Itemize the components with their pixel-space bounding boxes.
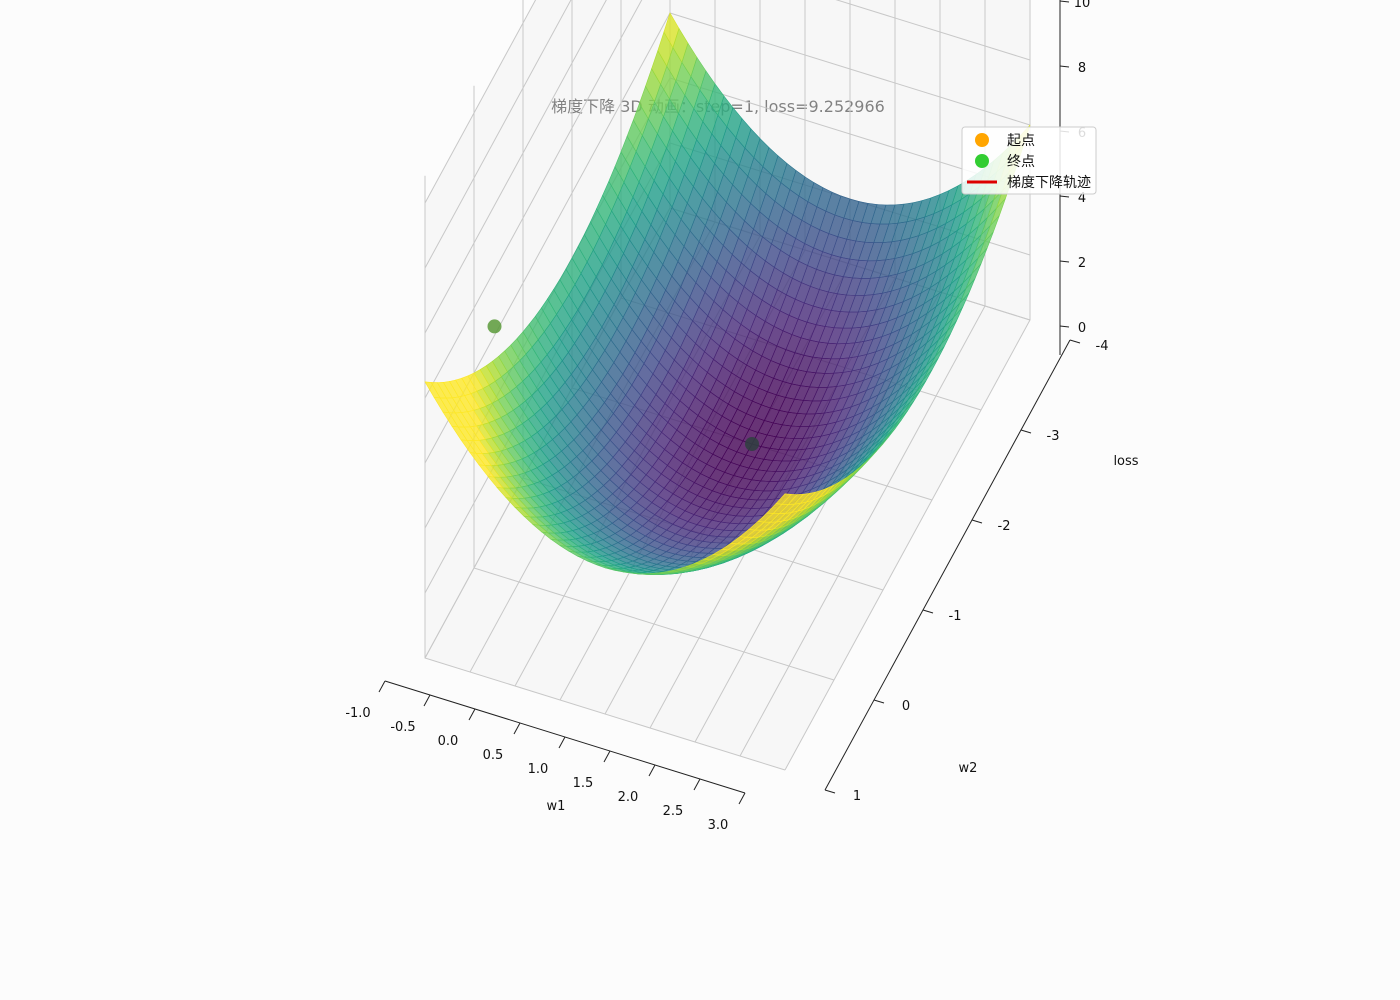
legend-label-start: 起点	[1007, 133, 1035, 149]
x-tick-mark	[468, 708, 476, 721]
y-tick-label: -1	[949, 609, 962, 624]
legend: 起点 终点 梯度下降轨迹	[961, 126, 1097, 195]
legend-label-trajectory: 梯度下降轨迹	[1007, 175, 1091, 191]
z-tick-mark	[1059, 0, 1070, 3]
x-tick-label: -0.5	[390, 720, 415, 735]
grid-line-z	[424, 0, 607, 334]
point-start	[487, 319, 502, 334]
z-tick-label: 10	[1074, 0, 1091, 11]
trajectory-points	[487, 319, 759, 451]
x-tick-mark	[693, 778, 701, 791]
z-tick-mark	[1059, 65, 1070, 68]
x-tick-mark	[423, 694, 431, 707]
z-axis-label: loss	[1113, 454, 1138, 469]
y-tick-mark	[824, 789, 836, 794]
y-tick-mark	[922, 609, 934, 614]
x-tick-mark	[648, 764, 656, 777]
x-tick-mark	[513, 722, 521, 735]
x-tick-mark	[558, 736, 566, 749]
z-tick-mark	[1059, 195, 1070, 198]
legend-item-end: 终点	[975, 154, 1035, 170]
z-tick-label: 0	[1078, 321, 1086, 336]
legend-marker-end	[975, 154, 989, 168]
x-tick-label: 1.0	[528, 762, 549, 777]
z-tick-mark	[1059, 260, 1070, 263]
x-tick-label: 3.0	[708, 818, 729, 833]
y-tick-mark	[873, 699, 885, 704]
y-tick-mark	[1020, 429, 1032, 434]
grid-line-z	[424, 0, 537, 204]
z-tick-mark	[1059, 325, 1070, 328]
z-tick-label: 4	[1078, 191, 1086, 206]
y-axis-line	[824, 339, 1071, 791]
y-tick-label: -4	[1096, 339, 1109, 354]
y-tick-label: 0	[902, 699, 910, 714]
legend-frame	[961, 126, 1097, 195]
x-tick-label: 0.5	[483, 748, 504, 763]
y-tick-label: 1	[853, 789, 861, 804]
x-tick-label: 0.0	[438, 734, 459, 749]
surface-facet	[775, 493, 792, 505]
axis-lines: -1.0-0.50.00.51.01.52.02.53.0-4-3-2-1010…	[345, 0, 1108, 833]
y-tick-label: -2	[998, 519, 1011, 534]
x-tick-mark	[603, 750, 611, 763]
legend-item-trajectory: 梯度下降轨迹	[967, 175, 1091, 191]
legend-marker-start	[975, 133, 989, 147]
point-current	[745, 437, 759, 451]
y-tick-mark	[1069, 339, 1081, 344]
z-tick-label: 8	[1078, 61, 1086, 76]
x-tick-mark	[738, 792, 746, 805]
x-tick-mark	[378, 680, 386, 693]
grid-line-z	[424, 0, 572, 269]
loss-surface	[424, 12, 1031, 575]
legend-label-end: 终点	[1007, 154, 1035, 170]
z-tick-label: 2	[1078, 256, 1086, 271]
x-tick-label: 2.0	[618, 790, 639, 805]
y-tick-mark	[971, 519, 983, 524]
x-tick-label: -1.0	[345, 706, 370, 721]
y-tick-label: -3	[1047, 429, 1060, 444]
x-tick-label: 2.5	[663, 804, 684, 819]
grid-line-z	[424, 0, 1031, 399]
y-axis-label: w2	[959, 761, 978, 776]
legend-item-start: 起点	[975, 133, 1035, 149]
x-axis-label: w1	[547, 799, 566, 814]
x-tick-label: 1.5	[573, 776, 594, 791]
